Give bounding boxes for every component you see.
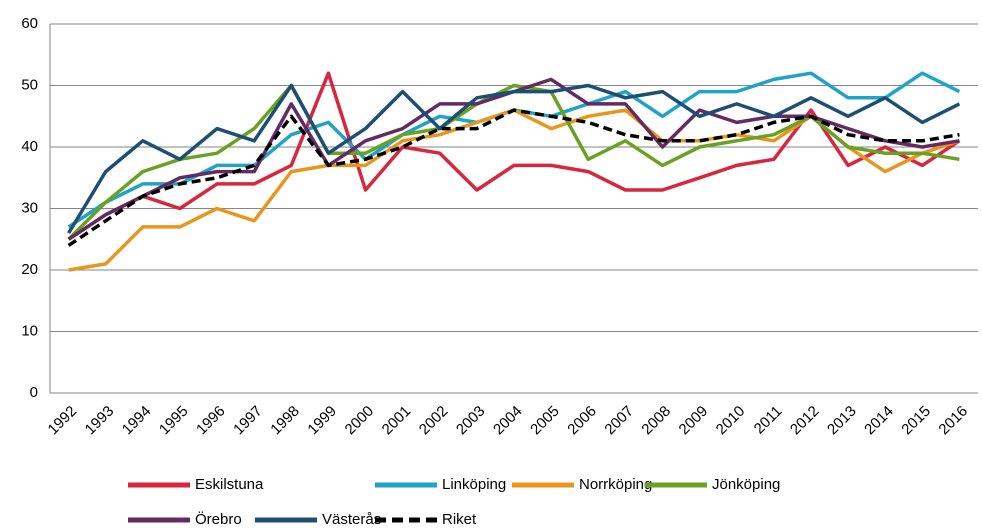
y-tick-label: 10 [21,322,38,339]
y-tick-label: 30 [21,199,38,216]
series-line [67,108,960,247]
x-tick-label: 1996 [193,403,229,439]
x-tick-label: 2003 [453,403,489,439]
x-tick-label: 2016 [935,403,971,439]
x-tick-label: 2006 [564,403,600,439]
x-tick-label: 2015 [898,403,934,439]
x-tick-label: 2010 [713,403,749,439]
y-tick-label: 0 [30,384,38,401]
x-tick-label: 2013 [824,403,860,439]
x-tick-label: 1994 [119,403,155,439]
x-tick-label: 1995 [156,403,192,439]
x-tick-label: 2002 [416,403,452,439]
x-tick-label: 1993 [82,403,118,439]
y-tick-label: 40 [21,138,38,155]
legend-label: Norrköping [579,476,652,493]
x-tick-label: 1997 [230,403,266,439]
legend-label: Västerås [322,511,381,528]
y-tick-label: 20 [21,261,38,278]
series-line [67,71,961,241]
legend-label: Jönköping [712,476,780,493]
x-tick-label: 2011 [751,403,786,438]
y-tick-label: 50 [21,76,38,93]
x-tick-label: 2008 [638,403,674,439]
x-tick-label: 1999 [304,403,340,439]
x-tick-label: 2005 [527,403,563,439]
x-tick-label: 2009 [676,403,712,439]
x-tick-label: 1992 [45,403,81,439]
x-tick-label: 2014 [861,403,897,439]
x-tick-label: 2012 [787,403,823,439]
x-tick-label: 2001 [379,403,415,439]
series-line [67,71,961,229]
x-tick-label: 1998 [267,403,303,439]
legend-label: Riket [442,511,477,528]
series-line [67,83,961,235]
x-tick-label: 2000 [342,403,378,439]
y-tick-label: 60 [21,15,38,32]
legend-label: Örebro [195,510,242,528]
legend-label: Linköping [442,476,506,493]
legend-label: Eskilstuna [195,476,264,493]
x-tick-label: 2007 [601,403,637,439]
x-tick-label: 2004 [490,403,526,439]
